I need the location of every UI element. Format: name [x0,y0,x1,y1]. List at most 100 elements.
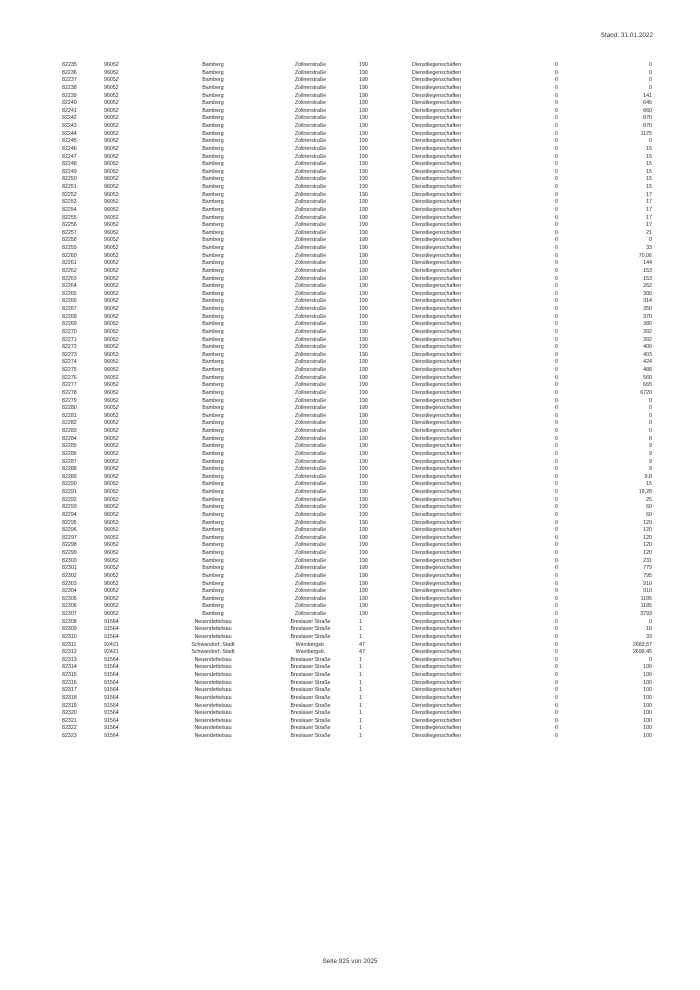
cell-wert-2: 9 [649,466,652,473]
cell-wert-2: 15 [646,184,652,190]
table-row: 82262 96052 Bamberg Zollnerstraße 190 Dienstl… [62,268,652,276]
cell-wert-1: 0 [555,351,558,358]
cell-wert-1: 0 [555,206,558,213]
cell-ort: Neuendettelsau [194,733,232,739]
cell-laufende-nummer: 82294 [62,511,77,518]
cell-strasse: Zollnerstraße [294,84,327,91]
cell-strasse: Zollnerstraße [294,100,327,107]
cell-postleitzahl: 96052 [104,130,119,137]
cell-liegenschaftsart: Dienstliegenschaften [412,420,462,427]
cell-hausnummer: 190 [359,229,368,236]
cell-ort: Neuendettelsau [194,672,232,678]
cell-hausnummer: 190 [359,473,368,480]
table-row: 82309 91564 Neuendettelsau Breslauer Straße… [62,626,652,634]
cell-hausnummer: 190 [359,313,368,320]
cell-wert-2: 0 [649,237,652,244]
cell-ort: Bamberg [202,496,224,503]
cell-ort: Bamberg [202,321,224,328]
cell-liegenschaftsart: Dienstliegenschaften [412,222,462,229]
cell-strasse: Zollnerstraße [294,511,327,518]
cell-hausnummer: 190 [359,588,368,595]
cell-laufende-nummer: 82273 [62,351,77,358]
cell-ort: Bamberg [202,62,224,68]
cell-ort: Neuendettelsau [194,656,232,663]
cell-ort: Neuendettelsau [194,710,232,717]
cell-postleitzahl: 91564 [104,687,119,694]
cell-strasse: Breslauer Straße [290,679,331,686]
cell-hausnummer: 190 [359,496,368,503]
cell-hausnummer: 1 [359,687,362,694]
cell-ort: Bamberg [202,267,224,274]
cell-liegenschaftsart: Dienstliegenschaften [412,328,462,335]
cell-ort: Bamberg [202,572,224,579]
cell-strasse: Zollnerstraße [294,473,327,480]
cell-strasse: Zollnerstraße [294,69,327,76]
cell-hausnummer: 190 [359,359,368,366]
cell-liegenschaftsart: Dienstliegenschaften [412,412,462,419]
cell-wert-2: 15 [646,161,652,168]
document-footer: Seite 925 von 2025 [0,950,700,968]
cell-hausnummer: 190 [359,511,368,518]
cell-hausnummer: 190 [359,534,368,541]
table-row: 82270 96052 Bamberg Zollnerstraße 190 Dienstl… [62,329,652,337]
cell-wert-2: 645 [643,100,652,107]
cell-wert-1: 0 [555,374,558,381]
cell-postleitzahl: 96052 [104,252,119,259]
table-row: 82278 96052 Bamberg Zollnerstraße 190 Dienstl… [62,390,652,398]
cell-laufende-nummer: 82266 [62,298,77,305]
cell-wert-2: 6720 [640,389,652,396]
cell-laufende-nummer: 82239 [62,92,77,99]
cell-ort: Bamberg [202,428,224,434]
cell-strasse: Breslauer Straße [290,725,331,732]
table-row: 82283 96052 Bamberg Zollnerstraße 190 Dienstl… [62,428,652,436]
cell-strasse: Breslauer Straße [290,633,331,640]
cell-ort: Bamberg [202,252,224,259]
cell-laufende-nummer: 82255 [62,214,77,221]
cell-liegenschaftsart: Dienstliegenschaften [412,214,462,221]
cell-wert-2: 100 [643,733,652,739]
table-row: 82251 96052 Bamberg Zollnerstraße 190 Dienstl… [62,184,652,192]
cell-hausnummer: 190 [359,542,368,549]
cell-ort: Bamberg [202,290,224,297]
cell-wert-2: 100 [643,725,652,732]
cell-liegenschaftsart: Dienstliegenschaften [412,481,462,488]
data-table-container: 82235 96052 Bamberg Zollnerstraße 190 Dienstl… [0,62,700,741]
table-row: 82256 96052 Bamberg Zollnerstraße 190 Dienstl… [62,222,652,230]
cell-wert-2: 910 [643,580,652,587]
cell-wert-2: 0 [649,420,652,427]
cell-wert-2: 153 [643,267,652,274]
cell-hausnummer: 190 [359,260,368,267]
cell-hausnummer: 190 [359,504,368,511]
cell-wert-1: 0 [555,702,558,709]
cell-hausnummer: 190 [359,115,368,122]
cell-wert-1: 0 [555,420,558,427]
cell-ort: Bamberg [202,611,224,617]
cell-strasse: Zollnerstraße [294,275,327,282]
cell-wert-2: 0 [649,656,652,663]
cell-postleitzahl: 91564 [104,694,119,701]
cell-wert-1: 0 [555,184,558,190]
cell-wert-1: 0 [555,717,558,724]
cell-ort: Bamberg [202,222,224,229]
cell-wert-2: 100 [643,687,652,694]
cell-wert-1: 0 [555,77,558,84]
table-row: 82296 96052 Bamberg Zollnerstraße 190 Dienstl… [62,527,652,535]
cell-postleitzahl: 92421 [104,649,119,656]
cell-strasse: Zollnerstraße [294,153,327,160]
cell-wert-1: 0 [555,290,558,297]
cell-liegenschaftsart: Dienstliegenschaften [412,77,462,84]
table-row: 82318 91564 Neuendettelsau Breslauer Straße… [62,695,652,703]
cell-strasse: Zollnerstraße [294,428,327,434]
cell-strasse: Zollnerstraße [294,245,327,251]
cell-laufende-nummer: 82272 [62,344,77,351]
cell-postleitzahl: 96052 [104,191,119,198]
table-row: 82271 96052 Bamberg Zollnerstraße 190 Dienstl… [62,337,652,345]
cell-strasse: Zollnerstraße [294,267,327,274]
cell-liegenschaftsart: Dienstliegenschaften [412,603,462,610]
cell-postleitzahl: 96052 [104,313,119,320]
cell-hausnummer: 190 [359,328,368,335]
cell-wert-2: 665 [643,382,652,389]
cell-strasse: Zollnerstraße [294,206,327,213]
table-row: 82287 96052 Bamberg Zollnerstraße 190 Dienstl… [62,459,652,467]
cell-liegenschaftsart: Dienstliegenschaften [412,145,462,152]
